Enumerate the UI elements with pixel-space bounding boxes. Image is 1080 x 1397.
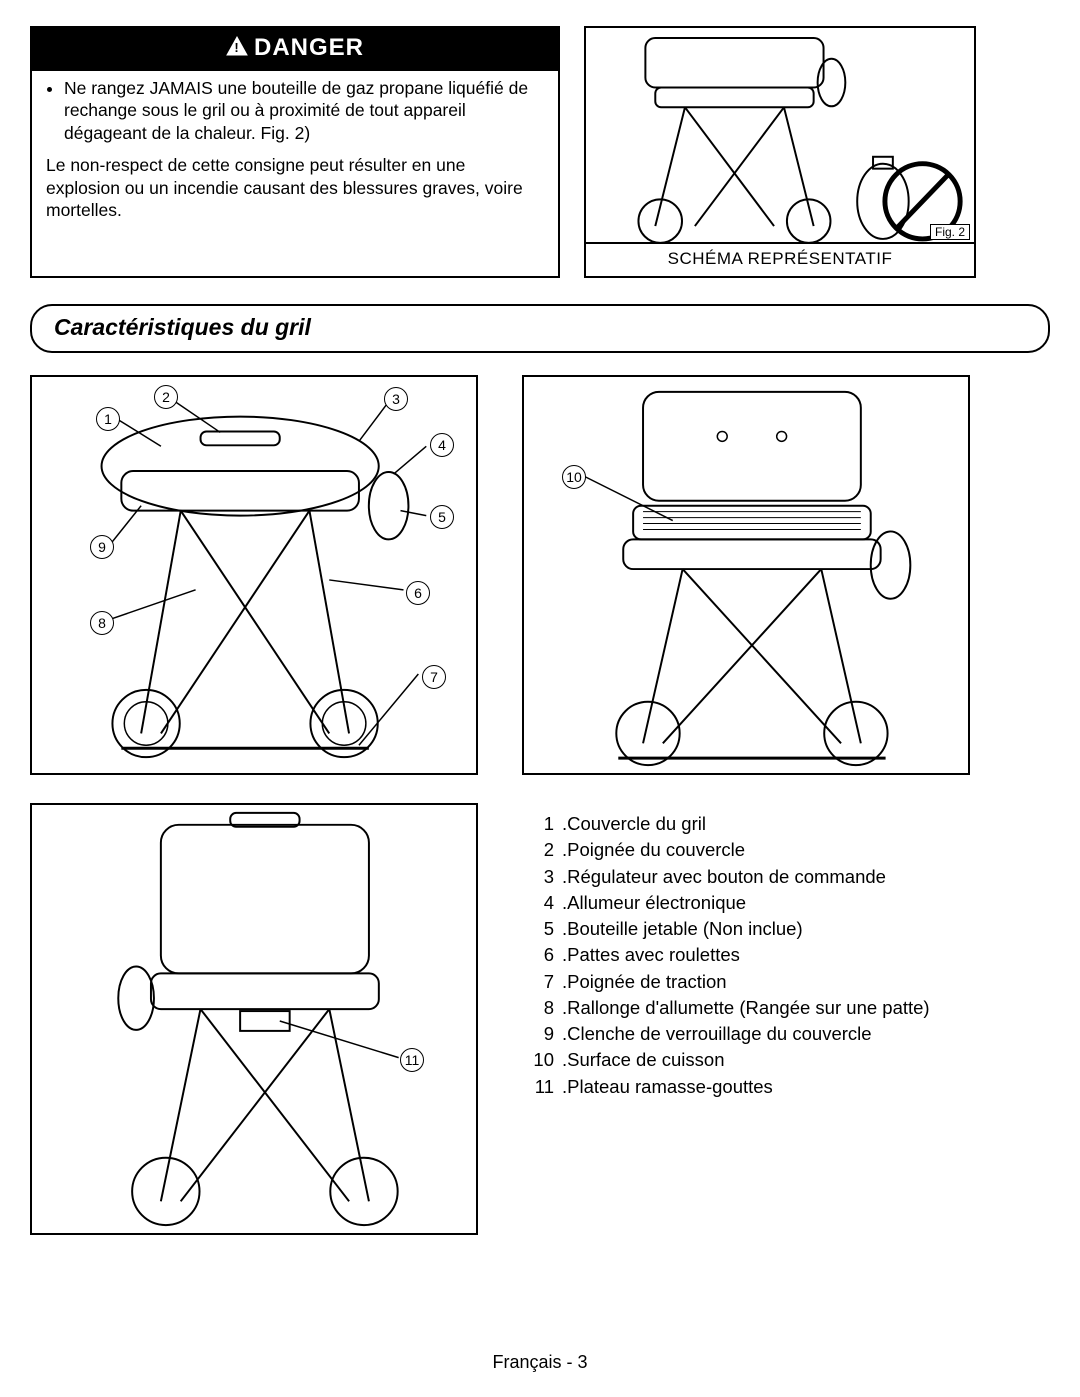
list-item: 11. Plateau ramasse-gouttes (528, 1074, 970, 1100)
part-number: 10 (528, 1047, 562, 1073)
callout-8: 8 (90, 611, 114, 635)
closed-grill-icon (32, 377, 476, 773)
callout-10: 10 (562, 465, 586, 489)
list-item: 5. Bouteille jetable (Non inclue) (528, 916, 970, 942)
diagrams-row: 1 2 3 4 5 6 7 8 9 (30, 375, 1050, 1235)
danger-body: Ne rangez JAMAIS une bouteille de gaz pr… (32, 71, 558, 221)
list-item: 4. Allumeur électronique (528, 890, 970, 916)
schema-box: Fig. 2 SCHÉMA REPRÉSENTATIF (584, 26, 976, 278)
danger-header: ! DANGER (32, 28, 558, 71)
svg-text:!: ! (234, 40, 239, 55)
part-number: 3 (528, 864, 562, 890)
schema-caption: SCHÉMA REPRÉSENTATIF (586, 244, 974, 276)
open-grill-icon (524, 377, 968, 773)
list-item: 1. Couvercle du gril (528, 811, 970, 837)
part-number: 4 (528, 890, 562, 916)
top-row: ! DANGER Ne rangez JAMAIS une bouteille … (30, 26, 1050, 278)
part-label: Plateau ramasse-gouttes (567, 1074, 773, 1100)
part-number: 1 (528, 811, 562, 837)
callout-7: 7 (422, 665, 446, 689)
part-label: Rallonge d'allumette (Rangée sur une pat… (567, 995, 929, 1021)
danger-consequence: Le non-respect de cette consigne peut ré… (46, 154, 544, 221)
danger-warning-box: ! DANGER Ne rangez JAMAIS une bouteille … (30, 26, 560, 278)
callout-1: 1 (96, 407, 120, 431)
page: ! DANGER Ne rangez JAMAIS une bouteille … (0, 0, 1080, 1397)
list-item: 7. Poignée de traction (528, 969, 970, 995)
diagram-rear-grill: 11 (30, 803, 478, 1235)
part-label: Clenche de verrouillage du couvercle (567, 1021, 871, 1047)
callout-3: 3 (384, 387, 408, 411)
callout-5: 5 (430, 505, 454, 529)
callout-2: 2 (154, 385, 178, 409)
part-number: 9 (528, 1021, 562, 1047)
part-number: 5 (528, 916, 562, 942)
callout-6: 6 (406, 581, 430, 605)
parts-list: 1. Couvercle du gril 2. Poignée du couve… (522, 803, 970, 1100)
part-label: Allumeur électronique (567, 890, 746, 916)
part-label: Surface de cuisson (567, 1047, 724, 1073)
right-column: 10 1. Couvercle du gril 2. Poignée du co… (522, 375, 970, 1235)
part-number: 6 (528, 942, 562, 968)
list-item: 2. Poignée du couvercle (528, 837, 970, 863)
diagram-open-grill: 10 (522, 375, 970, 775)
list-item: 3. Régulateur avec bouton de commande (528, 864, 970, 890)
rear-grill-icon (32, 805, 476, 1233)
list-item: 6. Pattes avec roulettes (528, 942, 970, 968)
danger-header-text: DANGER (254, 34, 364, 61)
list-item: 10. Surface de cuisson (528, 1047, 970, 1073)
list-item: 9. Clenche de verrouillage du couvercle (528, 1021, 970, 1047)
part-number: 8 (528, 995, 562, 1021)
callout-4: 4 (430, 433, 454, 457)
callout-9: 9 (90, 535, 114, 559)
part-number: 2 (528, 837, 562, 863)
part-label: Bouteille jetable (Non inclue) (567, 916, 803, 942)
part-label: Poignée du couvercle (567, 837, 745, 863)
part-label: Régulateur avec bouton de commande (567, 864, 886, 890)
list-item: 8. Rallonge d'allumette (Rangée sur une … (528, 995, 970, 1021)
schema-illustration: Fig. 2 (586, 28, 974, 244)
warning-triangle-icon: ! (226, 35, 248, 63)
part-number: 11 (528, 1074, 562, 1100)
left-column: 1 2 3 4 5 6 7 8 9 (30, 375, 478, 1235)
diagram-closed-grill: 1 2 3 4 5 6 7 8 9 (30, 375, 478, 775)
section-title: Caractéristiques du gril (30, 304, 1050, 353)
part-label: Couvercle du gril (567, 811, 706, 837)
part-label: Pattes avec roulettes (567, 942, 740, 968)
figure-label: Fig. 2 (930, 224, 970, 240)
part-label: Poignée de traction (567, 969, 726, 995)
page-footer: Français - 3 (0, 1352, 1080, 1373)
danger-bullet: Ne rangez JAMAIS une bouteille de gaz pr… (64, 77, 544, 144)
part-number: 7 (528, 969, 562, 995)
callout-11: 11 (400, 1048, 424, 1072)
schema-grill-icon (586, 28, 974, 242)
